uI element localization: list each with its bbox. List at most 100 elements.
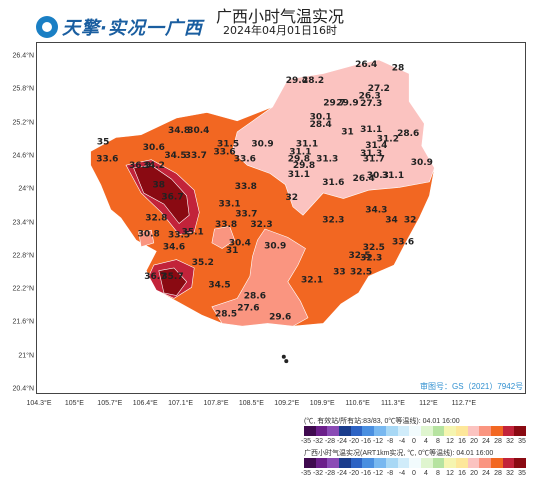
legend-swatch [385, 426, 398, 436]
legend-swatch [327, 458, 340, 468]
latitude-label: 25.8°N [12, 85, 34, 93]
legend-swatch [420, 426, 433, 436]
station-temperature-label: 33.6 [96, 154, 118, 164]
legend-tick-label: 32 [506, 438, 514, 445]
region-southwest-extreme-hot [158, 267, 188, 296]
station-temperature-label: 33.8 [215, 220, 237, 230]
latitude-label: 21°N [18, 352, 34, 360]
legend-swatch [397, 458, 410, 468]
legend-swatch [362, 458, 375, 468]
station-temperature-label: 27.3 [360, 99, 382, 109]
station-temperature-label: 33.8 [235, 182, 257, 192]
station-temperature-label: 28.5 [215, 310, 237, 320]
legend-tick-label: 32 [506, 470, 514, 477]
approval-number: 审图号：GS（2021）7942号 [420, 382, 524, 391]
station-temperature-label: 29.7 [323, 98, 345, 108]
island-marker [284, 359, 289, 364]
station-temperature-label: 31.7 [363, 154, 385, 164]
station-temperature-label: 31.6 [322, 178, 344, 188]
legend-tick-label: 0 [412, 470, 416, 477]
station-temperature-label: 30.4 [229, 239, 251, 249]
legend-swatch [304, 458, 316, 468]
station-temperature-label: 26.4 [353, 174, 375, 184]
longitude-label: 112°E [419, 400, 438, 407]
legend-swatch [432, 458, 445, 468]
legend-swatch [479, 458, 491, 468]
legend-tick-label: -8 [386, 470, 394, 477]
station-temperature-label: 28.2 [302, 76, 324, 86]
latitude-label: 21.6°N [12, 318, 34, 326]
station-temperature-label: 29.6 [269, 313, 291, 323]
latitude-label: 22.8°N [12, 252, 34, 260]
longitude-label: 109.2°E [274, 400, 300, 407]
temperature-regions [90, 59, 435, 364]
latitude-label: 24°N [18, 185, 34, 193]
legend-tick-label: 12 [446, 470, 454, 477]
longitude-label: 107.8°E [203, 400, 229, 407]
legend-swatch [491, 426, 503, 436]
legend-tick-label: -32 [312, 470, 324, 477]
legend-swatch [304, 426, 316, 436]
legend-swatch [327, 426, 340, 436]
station-temperature-label: 31 [226, 246, 239, 256]
latitude-label: 26.4°N [12, 52, 34, 60]
legend-swatch [374, 458, 386, 468]
station-temperature-label: 34.5 [164, 151, 186, 161]
legend-tick-label: 28 [494, 438, 502, 445]
legend-tick-label: -20 [348, 438, 360, 445]
longitude-label: 109.9°E [309, 400, 335, 407]
longitude-label: 105°E [64, 400, 84, 407]
legend-swatch [409, 458, 421, 468]
station-temperature-label: 38 [153, 180, 166, 190]
map-frame: 35 33.6 30.6 34.8 30.4 34.5 33.7 36.9 34.2 38 36.7… [36, 42, 526, 394]
station-temperature-label: 33.7 [185, 151, 207, 161]
station-temperature-label: 34.5 [208, 280, 230, 290]
legend-tick-label: -16 [360, 470, 372, 477]
station-temperature-label: 31.1 [360, 125, 382, 135]
legend-swatch [420, 458, 433, 468]
station-temperature-label: 30.3 [367, 171, 389, 181]
legend-swatch [444, 426, 456, 436]
legend-swatch [502, 458, 515, 468]
station-temperature-label: 28.4 [310, 120, 332, 130]
station-temperature-label: 36.7 [144, 272, 166, 282]
legend-swatch [479, 426, 491, 436]
legend-tick-label: 8 [436, 438, 440, 445]
map-title: 广西小时气温实况 [215, 7, 344, 26]
station-temperature-label: 29.8 [288, 154, 310, 164]
legend-swatch [455, 426, 468, 436]
station-temperature-label: 30.9 [411, 158, 433, 168]
legend-tick-label: 4 [424, 470, 428, 477]
station-temperature-label: 27.6 [237, 304, 259, 314]
legend-tick-label: 0 [412, 438, 416, 445]
region-central-warm-patch [211, 225, 236, 249]
longitude-label: 108.5°E [238, 400, 264, 407]
station-temperature-label: 32.5 [350, 268, 372, 278]
station-temperature-label: 31.3 [316, 154, 338, 164]
station-temperature-label: 31.1 [296, 139, 318, 149]
app-logo: 天擎·实况一广西 [36, 14, 203, 40]
station-temperature-label: 35.1 [182, 228, 204, 238]
station-temperature-label: 32.1 [301, 275, 323, 285]
legend-tick-label: 12 [446, 438, 454, 445]
legend-swatch [339, 426, 351, 436]
station-temperature-label: 31.1 [382, 171, 404, 181]
legend-tick-label: -32 [312, 438, 324, 445]
longitude-label: 106.4°E [132, 400, 158, 407]
legend-tick-label: 24 [482, 438, 490, 445]
legend-swatch [350, 426, 363, 436]
latitude-label: 25.2°N [12, 119, 34, 127]
legend-swatch [409, 426, 421, 436]
station-temperature-label: 36.7 [161, 193, 183, 203]
station-temperature-label: 30.1 [310, 113, 332, 123]
station-temperature-label: 30.8 [138, 229, 160, 239]
legend-tick-label: -24 [336, 470, 348, 477]
legend-swatch [514, 426, 527, 436]
station-temperature-label: 31.5 [217, 139, 239, 149]
legend-tick-label: -35 [300, 438, 312, 445]
latitude-label: 23.4°N [12, 219, 34, 226]
legend-swatch [455, 458, 468, 468]
station-temperature-label: 34.8 [168, 126, 190, 136]
longitude-label: 104.3°E [26, 400, 52, 407]
station-temperature-label: 26.4 [355, 60, 377, 70]
